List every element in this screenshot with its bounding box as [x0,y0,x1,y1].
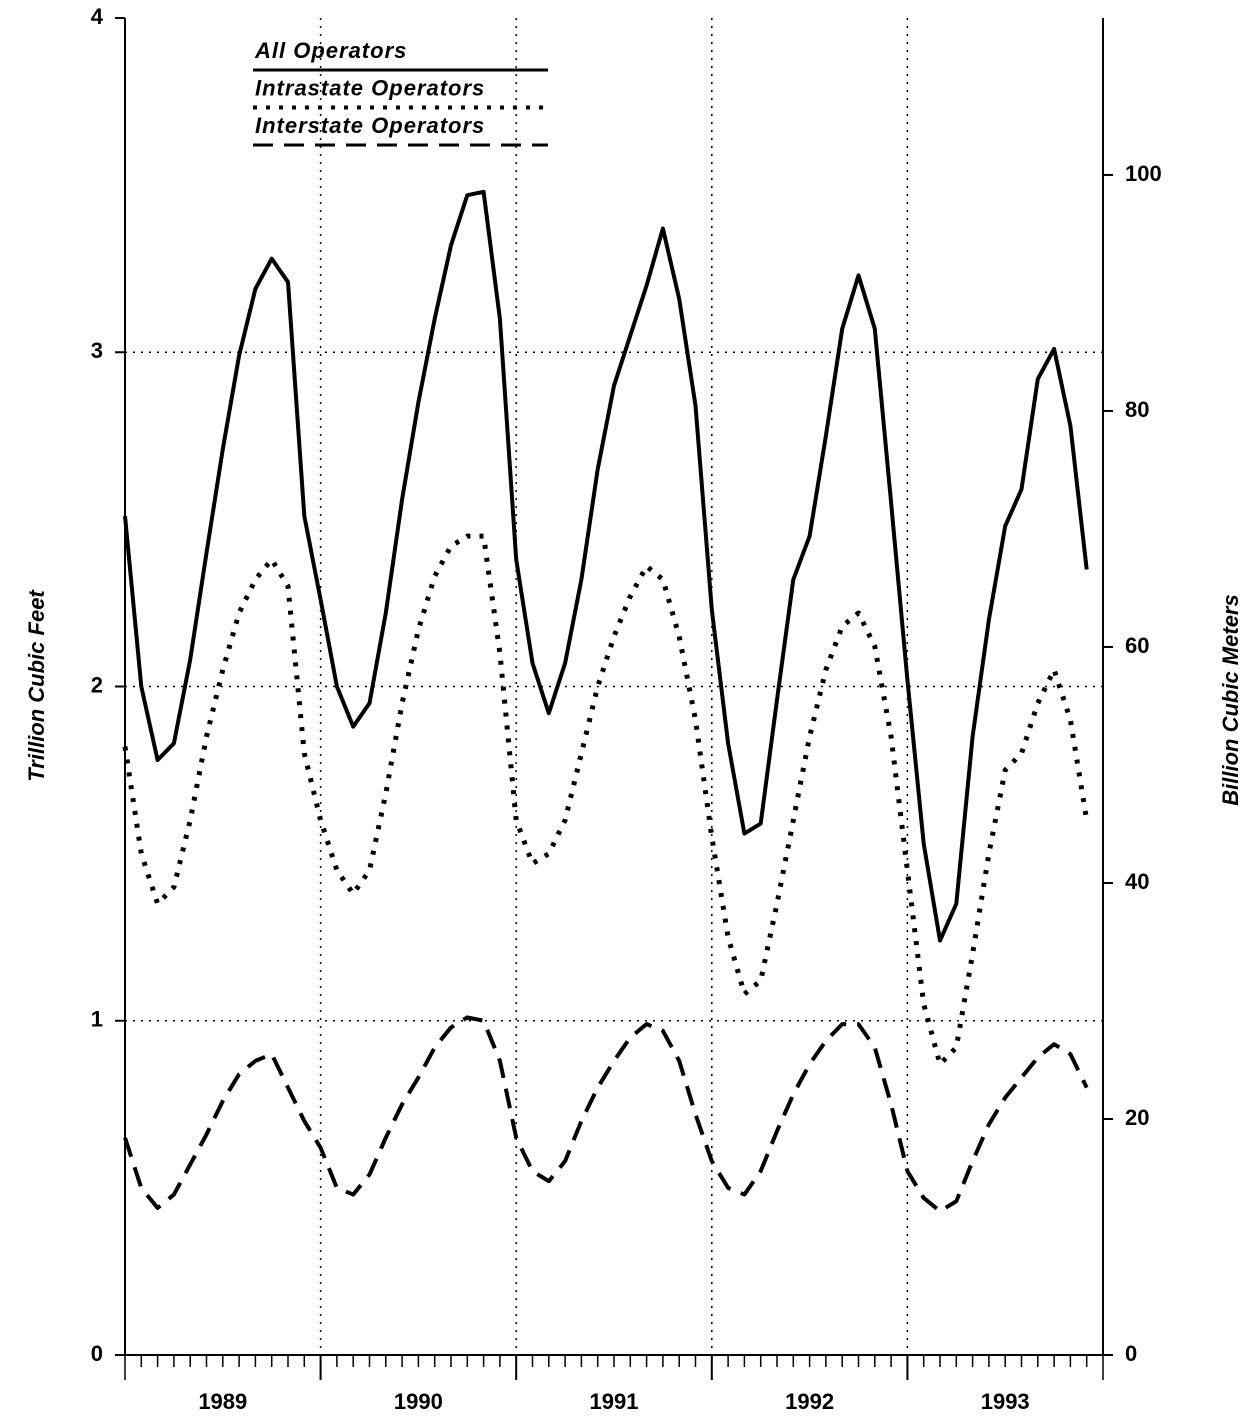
y2-tick-label: 80 [1125,397,1149,422]
legend-label: All Operators [254,38,407,63]
legend-label: Interstate Operators [255,113,485,138]
x-tick-label: 1989 [198,1389,247,1414]
x-tick-label: 1993 [981,1389,1030,1414]
y-tick-label: 2 [91,672,103,697]
legend-label: Intrastate Operators [255,75,485,100]
x-tick-label: 1992 [785,1389,834,1414]
y2-tick-label: 100 [1125,161,1162,186]
x-tick-label: 1990 [394,1389,443,1414]
y-tick-label: 3 [91,338,103,363]
y2-tick-label: 0 [1125,1341,1137,1366]
y2-tick-label: 60 [1125,633,1149,658]
y2-axis-label: Billion Cubic Meters [1218,594,1243,805]
y-tick-label: 1 [91,1007,103,1032]
y-axis-label: Trillion Cubic Feet [24,589,49,782]
series-line [122,533,1090,1067]
y2-tick-label: 40 [1125,869,1149,894]
series-line [123,1015,1089,1214]
y-tick-label: 4 [91,4,104,29]
y2-tick-label: 20 [1125,1105,1149,1130]
y-tick-label: 0 [91,1341,103,1366]
x-tick-label: 1991 [590,1389,639,1414]
series-line [123,189,1089,943]
